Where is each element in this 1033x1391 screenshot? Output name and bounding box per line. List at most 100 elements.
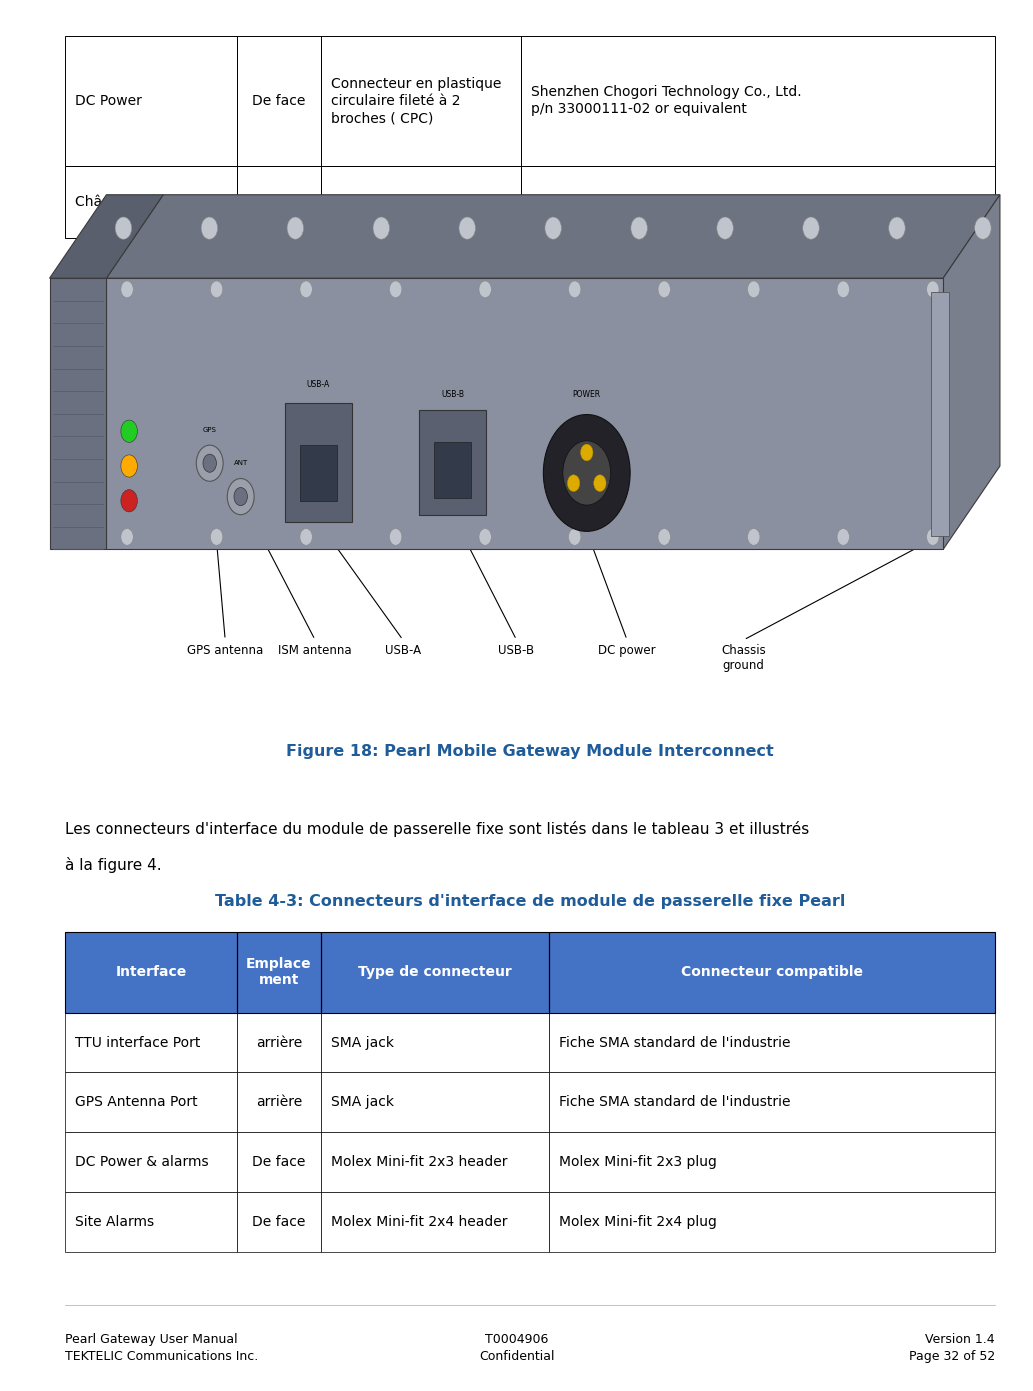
Bar bbox=[321, 1132, 549, 1192]
Circle shape bbox=[803, 217, 819, 239]
Circle shape bbox=[116, 217, 132, 239]
Text: GPS: GPS bbox=[202, 427, 217, 433]
Text: Molex Mini-fit 2x3 plug: Molex Mini-fit 2x3 plug bbox=[559, 1155, 717, 1170]
Text: GPS Antenna Port: GPS Antenna Port bbox=[75, 1095, 198, 1110]
Circle shape bbox=[563, 441, 611, 505]
Bar bbox=[50, 278, 106, 549]
Circle shape bbox=[568, 281, 581, 298]
Text: Figure 18: Pearl Mobile Gateway Module Interconnect: Figure 18: Pearl Mobile Gateway Module I… bbox=[286, 744, 774, 759]
Circle shape bbox=[389, 281, 402, 298]
Bar bbox=[321, 1192, 549, 1252]
Circle shape bbox=[631, 217, 648, 239]
Bar bbox=[931, 292, 949, 536]
Circle shape bbox=[545, 217, 562, 239]
Circle shape bbox=[300, 281, 312, 298]
Bar bbox=[521, 36, 995, 166]
Text: De face: De face bbox=[252, 93, 306, 108]
Bar bbox=[65, 1013, 237, 1072]
Circle shape bbox=[459, 217, 475, 239]
Text: USB-A: USB-A bbox=[307, 381, 330, 389]
Polygon shape bbox=[106, 195, 1000, 278]
Bar bbox=[321, 932, 549, 1013]
Bar bbox=[237, 36, 320, 166]
Bar bbox=[321, 1013, 549, 1072]
Bar bbox=[321, 1072, 549, 1132]
Bar bbox=[549, 932, 995, 1013]
Text: De face: De face bbox=[252, 195, 306, 209]
Text: arrière: arrière bbox=[256, 1035, 302, 1050]
Circle shape bbox=[121, 455, 137, 477]
Circle shape bbox=[300, 529, 312, 545]
Text: Molex Mini-fit 2x3 header: Molex Mini-fit 2x3 header bbox=[331, 1155, 507, 1170]
Circle shape bbox=[581, 444, 593, 460]
Circle shape bbox=[204, 453, 217, 473]
Text: DC Power & alarms: DC Power & alarms bbox=[75, 1155, 209, 1170]
Polygon shape bbox=[50, 195, 163, 278]
Text: ANT: ANT bbox=[233, 460, 248, 466]
Bar bbox=[549, 1192, 995, 1252]
Text: POWER: POWER bbox=[572, 391, 601, 399]
Bar bbox=[549, 1132, 995, 1192]
Bar bbox=[549, 932, 995, 1013]
Circle shape bbox=[927, 281, 939, 298]
Circle shape bbox=[479, 281, 492, 298]
Circle shape bbox=[121, 490, 137, 512]
Text: USB-B: USB-B bbox=[499, 644, 534, 657]
Text: Molex Mini-fit 2x4 plug: Molex Mini-fit 2x4 plug bbox=[559, 1214, 717, 1230]
Circle shape bbox=[196, 445, 223, 481]
Circle shape bbox=[121, 281, 133, 298]
Bar bbox=[65, 932, 237, 1013]
Bar bbox=[549, 1013, 995, 1072]
Circle shape bbox=[234, 487, 248, 506]
Circle shape bbox=[717, 217, 733, 239]
Bar bbox=[65, 36, 237, 166]
Circle shape bbox=[974, 217, 991, 239]
Text: TTU interface Port: TTU interface Port bbox=[75, 1035, 200, 1050]
Text: Connecteur en plastique
circulaire fileté à 2
broches ( CPC): Connecteur en plastique circulaire filet… bbox=[331, 77, 501, 125]
Bar bbox=[237, 166, 320, 238]
Text: Type de connecteur: Type de connecteur bbox=[357, 965, 511, 979]
Bar bbox=[237, 1132, 320, 1192]
Text: USB-B: USB-B bbox=[441, 391, 464, 399]
Text: Les connecteurs d'interface du module de passerelle fixe sont listés dans le tab: Les connecteurs d'interface du module de… bbox=[65, 821, 809, 837]
Text: à la figure 4.: à la figure 4. bbox=[65, 857, 162, 874]
Text: Emplace
ment: Emplace ment bbox=[246, 957, 312, 988]
Circle shape bbox=[479, 529, 492, 545]
Circle shape bbox=[658, 281, 670, 298]
Text: DC Power: DC Power bbox=[75, 93, 143, 108]
Bar bbox=[321, 932, 549, 1013]
Circle shape bbox=[888, 217, 905, 239]
Text: Site Alarms: Site Alarms bbox=[75, 1214, 155, 1230]
Text: Shenzhen Chogori Technology Co., Ltd.
p/n 33000111-02 or equivalent: Shenzhen Chogori Technology Co., Ltd. p/… bbox=[531, 85, 802, 117]
Bar bbox=[65, 1072, 237, 1132]
Text: Table 4-3: Connecteurs d'interface de module de passerelle fixe Pearl: Table 4-3: Connecteurs d'interface de mo… bbox=[215, 894, 845, 910]
Bar bbox=[521, 166, 995, 238]
Bar bbox=[65, 166, 237, 238]
Bar bbox=[65, 250, 995, 709]
Bar bbox=[237, 1072, 320, 1132]
Circle shape bbox=[201, 217, 218, 239]
Circle shape bbox=[658, 529, 670, 545]
Text: GPS antenna: GPS antenna bbox=[187, 644, 263, 657]
Circle shape bbox=[287, 217, 304, 239]
Text: Visser avec patte: Visser avec patte bbox=[331, 195, 451, 209]
Text: Chassis
ground: Chassis ground bbox=[721, 644, 766, 672]
Circle shape bbox=[543, 415, 630, 531]
Text: SMA jack: SMA jack bbox=[331, 1095, 394, 1110]
Text: SMA jack: SMA jack bbox=[331, 1035, 394, 1050]
Circle shape bbox=[567, 474, 580, 491]
Circle shape bbox=[121, 420, 137, 442]
Text: Patte standard unique pour la vis # 8-32: Patte standard unique pour la vis # 8-32 bbox=[531, 195, 813, 209]
Circle shape bbox=[211, 281, 223, 298]
Text: USB-A: USB-A bbox=[385, 644, 420, 657]
Bar bbox=[300, 445, 337, 501]
Circle shape bbox=[568, 529, 581, 545]
Text: Fiche SMA standard de l'industrie: Fiche SMA standard de l'industrie bbox=[559, 1095, 790, 1110]
Bar bbox=[237, 1192, 320, 1252]
Text: De face: De face bbox=[252, 1155, 306, 1170]
Bar bbox=[321, 166, 521, 238]
Text: Molex Mini-fit 2x4 header: Molex Mini-fit 2x4 header bbox=[331, 1214, 507, 1230]
Bar bbox=[237, 932, 320, 1013]
Text: arrière: arrière bbox=[256, 1095, 302, 1110]
Circle shape bbox=[594, 474, 606, 491]
